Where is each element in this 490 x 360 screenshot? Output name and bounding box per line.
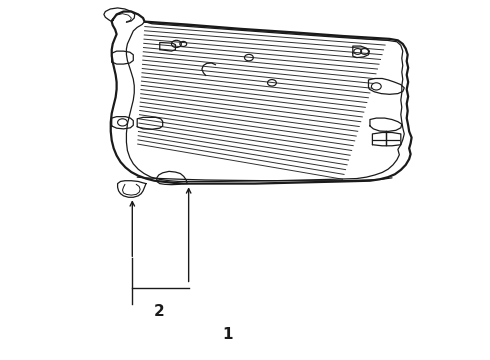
Text: 1: 1: [222, 327, 233, 342]
Text: 2: 2: [154, 304, 165, 319]
